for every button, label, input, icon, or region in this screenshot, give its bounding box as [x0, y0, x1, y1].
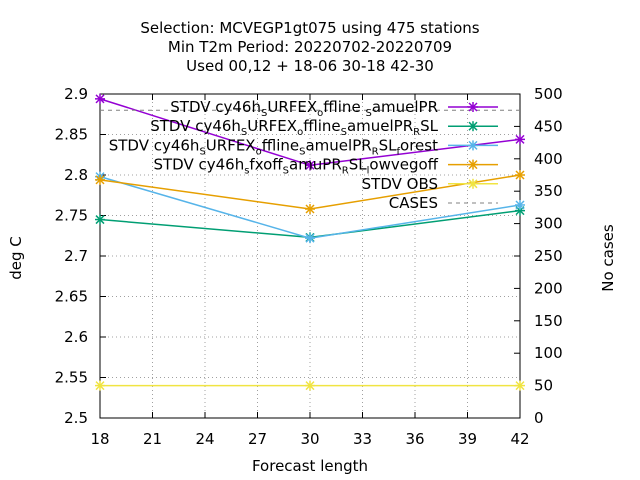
y2-tick-label: 100 — [534, 344, 563, 362]
y-tick-label: 2.55 — [55, 369, 88, 387]
y-tick-label: 2.9 — [64, 85, 88, 103]
chart-title-line-1: Selection: MCVEGP1gt075 using 475 statio… — [140, 19, 479, 37]
series-4 — [95, 170, 525, 215]
legend-label: STDV cy46hsfxoffSamuPRRSLlowvegoff — [153, 156, 438, 177]
y-tick-label: 2.5 — [64, 409, 88, 427]
y-tick-label: 2.7 — [64, 247, 88, 265]
series-3-point — [515, 199, 525, 210]
y2-tick-label: 450 — [534, 117, 563, 135]
series-5-point — [515, 380, 525, 391]
y2-tick-label: 300 — [534, 215, 563, 233]
y2-tick-label: 400 — [534, 150, 563, 168]
legend-marker — [468, 102, 478, 112]
legend-entry-4: STDV cy46hsfxoffSamuPRRSLlowvegoff — [153, 156, 498, 177]
y-tick-label: 2.8 — [64, 166, 88, 184]
legend-marker — [468, 159, 478, 170]
x-tick-label: 24 — [195, 430, 214, 448]
series-5-point — [95, 380, 105, 391]
x-tick-label: 33 — [353, 430, 372, 448]
y-tick-label: 2.65 — [55, 288, 88, 306]
legend-entry-2: STDV cy46hSURFEXofflineSamuelPRRSL — [150, 117, 498, 138]
ticks: 18 21 24 27 30 33 36 39 42 2.5 2.55 2.6 2.65 2.7 2.75 2… — [55, 85, 563, 448]
legend-label: CASES — [389, 194, 438, 212]
legend-label: STDV cy46hSURFEXofflineSamuelPRRSL — [150, 117, 438, 138]
x-tick-label: 39 — [458, 430, 477, 448]
x-tick-label: 27 — [248, 430, 267, 448]
y2-tick-label: 0 — [534, 409, 544, 427]
legend-entry-1: STDV cy46hSURFEXoffline SamuelPR — [170, 98, 498, 119]
legend-marker — [468, 121, 478, 132]
x-tick-label: 36 — [405, 430, 424, 448]
legend-label: STDV cy46hSURFEXoffline SamuelPR — [170, 98, 438, 119]
series-4-point — [305, 204, 315, 215]
series-4-line — [99, 174, 521, 210]
x-tick-label: 18 — [90, 430, 109, 448]
legend-entry-6: CASES — [389, 194, 498, 212]
chart-title-line-2: Min T2m Period: 20220702-20220709 — [168, 38, 452, 56]
series-1-point — [305, 160, 315, 171]
legend-label: STDV OBS — [362, 175, 438, 193]
series-4-point — [515, 170, 525, 180]
series-5 — [95, 380, 525, 391]
legend-entry-5: STDV OBS — [362, 175, 498, 193]
y-tick-label: 2.75 — [55, 207, 88, 225]
series-5-point — [305, 380, 315, 391]
y2-tick-label: 500 — [534, 85, 563, 103]
y-axis-label: deg C — [7, 236, 25, 280]
series-3 — [95, 171, 525, 244]
y2-axis-label: No cases — [599, 224, 617, 292]
y2-tick-label: 150 — [534, 312, 563, 330]
series-1-point — [95, 93, 105, 104]
y2-tick-label: 50 — [534, 377, 553, 395]
series-3-point — [305, 233, 315, 244]
series-1 — [95, 93, 525, 171]
y-tick-label: 2.85 — [55, 126, 88, 144]
legend-label: STDV cy46hSURFEXofflineSamuelPRRSLforest — [109, 136, 438, 157]
x-axis-label: Forecast length — [252, 457, 368, 475]
series-2-point — [95, 214, 105, 225]
legend-marker — [468, 140, 478, 151]
x-tick-label: 30 — [300, 430, 319, 448]
series-4-point — [95, 174, 105, 185]
y2-tick-label: 350 — [534, 182, 563, 200]
series-lines — [95, 93, 525, 391]
series-1-point — [515, 134, 525, 145]
legend-entry-3: STDV cy46hSURFEXofflineSamuelPRRSLforest — [109, 136, 498, 157]
y-tick-label: 2.6 — [64, 328, 88, 346]
x-tick-label: 42 — [510, 430, 529, 448]
y2-tick-label: 200 — [534, 279, 563, 297]
chart-title-line-3: Used 00,12 + 18-06 30-18 42-30 — [186, 57, 434, 75]
y2-tick-label: 250 — [534, 247, 563, 265]
x-tick-label: 21 — [143, 430, 162, 448]
legend-marker — [468, 178, 478, 189]
